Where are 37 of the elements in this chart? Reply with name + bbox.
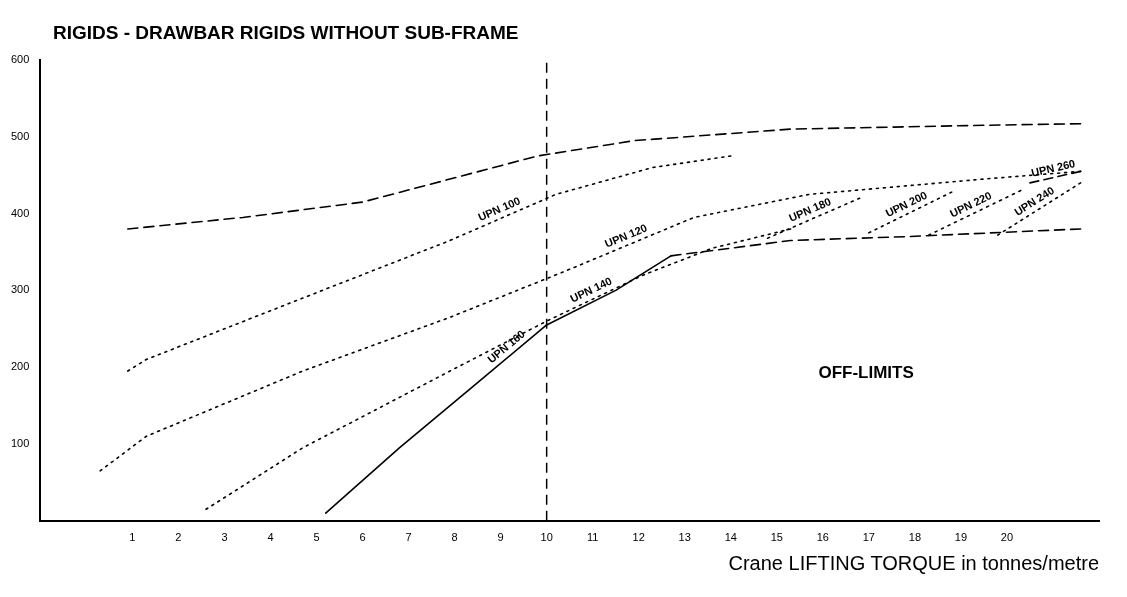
x-tick-label: 19: [954, 531, 968, 544]
annotation: OFF-LIMITS: [818, 363, 914, 383]
x-tick-label: 1: [129, 531, 136, 544]
x-tick-label: 18: [908, 531, 922, 544]
x-tick-label: 3: [221, 531, 228, 544]
x-tick-label: 17: [862, 531, 875, 544]
text: UPN 200: [883, 188, 929, 220]
x-tick-label: 9: [497, 531, 504, 544]
x-tick-label: 2: [175, 531, 182, 544]
y-tick-label: 400: [10, 206, 30, 219]
text: UPN 140: [568, 274, 614, 305]
x-tick-label: 6: [359, 531, 366, 544]
x-tick-label: 13: [678, 531, 691, 544]
y-tick-label: 100: [10, 437, 30, 450]
text: UPN 240: [1012, 184, 1057, 218]
y-tick-label: 600: [10, 53, 30, 66]
y-tick-label: 500: [10, 129, 30, 142]
x-tick-label: 15: [770, 531, 783, 544]
chart-title: RIGIDS - DRAWBAR RIGIDS WITHOUT SUB-FRAME: [52, 21, 520, 45]
y-tick-label: 300: [10, 283, 30, 296]
text: UPN 260: [1030, 157, 1077, 179]
x-tick-label: 7: [405, 531, 412, 544]
x-tick-label: 8: [451, 531, 458, 544]
text: UPN 120: [602, 221, 649, 250]
x-tick-label: 4: [267, 531, 274, 544]
x-axis-title: Crane LIFTING TORQUE in tonnes/metre: [728, 551, 1099, 574]
x-tick-label: 11: [586, 531, 599, 544]
x-tick-label: 10: [540, 531, 553, 544]
x-tick-label: 14: [724, 531, 737, 544]
x-tick-label: 5: [313, 531, 320, 544]
x-tick-label: 16: [816, 531, 829, 544]
text: UPN 100: [476, 194, 523, 224]
x-tick-label: 12: [632, 531, 645, 544]
text: UPN 180: [786, 195, 833, 224]
text: UPN 220: [947, 189, 994, 220]
y-tick-label: 200: [10, 360, 30, 373]
x-tick-label: 20: [1000, 531, 1014, 544]
